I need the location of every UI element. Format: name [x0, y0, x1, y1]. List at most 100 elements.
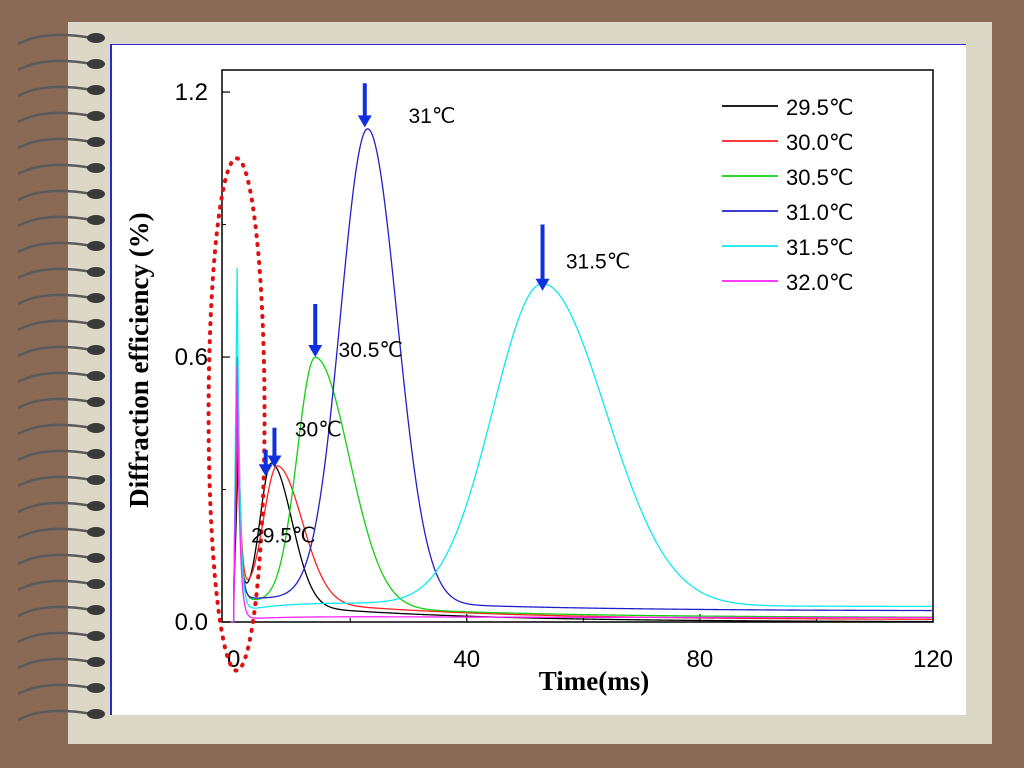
series-line [230, 399, 932, 623]
annotation-label: 31℃ [408, 105, 455, 128]
x-axis-label: Time(ms) [539, 666, 649, 696]
spiral-ring [17, 553, 93, 566]
spiral-hole [87, 111, 105, 121]
spiral-hole [87, 657, 105, 667]
spiral-ring [17, 33, 93, 46]
legend: 29.5℃ 30.0℃ 30.5℃ 31.0℃ 31.5℃ 32.0℃ [722, 95, 854, 295]
spiral-hole [87, 397, 105, 407]
legend-label: 31.0℃ [786, 200, 854, 225]
annotation-arrowhead [357, 115, 372, 128]
spiral-hole [87, 709, 105, 719]
highlight-ellipse [206, 156, 267, 673]
spiral-hole [87, 345, 105, 355]
spiral-ring [17, 709, 93, 722]
spiral-ring [17, 241, 93, 254]
spiral-hole [87, 293, 105, 303]
annotation: 31℃ [357, 83, 455, 128]
spiral-hole [87, 33, 105, 43]
spiral-ring [17, 397, 93, 410]
spiral-hole [87, 553, 105, 563]
annotation-label: 29.5℃ [251, 525, 315, 548]
spiral-ring [17, 657, 93, 670]
spiral-hole [87, 319, 105, 329]
spiral-hole [87, 449, 105, 459]
legend-item: 30.5℃ [722, 165, 854, 190]
series-line [230, 267, 932, 623]
spiral-ring [17, 137, 93, 150]
legend-label: 29.5℃ [786, 95, 854, 120]
annotation: 31.5℃ [535, 224, 630, 291]
annotation-label: 31.5℃ [566, 251, 630, 274]
spiral-hole [87, 59, 105, 69]
x-tick-label: 0 [227, 646, 240, 673]
spiral-ring [17, 683, 93, 696]
legend-item: 31.0℃ [722, 200, 854, 225]
spiral-hole [87, 215, 105, 225]
annotation: 30.5℃ [308, 304, 403, 362]
spiral-hole [87, 475, 105, 485]
annotation: 29.5℃ [251, 449, 316, 548]
spiral-ring [17, 423, 93, 436]
spiral-ring [17, 449, 93, 462]
legend-label: 30.5℃ [786, 165, 854, 190]
legend-label: 32.0℃ [786, 270, 854, 295]
spiral-ring [17, 501, 93, 514]
spiral-hole [87, 423, 105, 433]
legend-item: 29.5℃ [722, 95, 854, 120]
annotation-arrowhead [308, 345, 323, 358]
plot-area [221, 69, 934, 623]
spiral-hole [87, 163, 105, 173]
legend-item: 31.5℃ [722, 235, 854, 260]
spiral-ring [17, 371, 93, 384]
spiral-hole [87, 241, 105, 251]
spiral-ring [17, 579, 93, 592]
spiral-hole [87, 605, 105, 615]
spiral-ring [17, 215, 93, 228]
x-tick-label: 120 [913, 646, 953, 673]
series-line [230, 452, 932, 623]
series-line [230, 365, 932, 623]
spiral-hole [87, 267, 105, 277]
spiral-ring [17, 267, 93, 280]
spiral-ring [17, 527, 93, 540]
spiral-ring [17, 85, 93, 98]
spiral-ring [17, 345, 93, 358]
spiral-hole [87, 137, 105, 147]
legend-item: 32.0℃ [722, 270, 854, 295]
spiral-ring [17, 293, 93, 306]
annotation-label: 30.5℃ [339, 339, 403, 362]
spiral-ring [17, 319, 93, 332]
spiral-ring [17, 59, 93, 72]
y-tick-label: 0.0 [175, 609, 208, 636]
annotation-arrowhead [258, 464, 273, 477]
spiral-ring [17, 189, 93, 202]
annotation: 30℃ [267, 419, 342, 468]
spiral-ring [17, 111, 93, 124]
legend-item: 30.0℃ [722, 130, 854, 155]
spiral-hole [87, 631, 105, 641]
legend-label: 30.0℃ [786, 130, 854, 155]
spiral-hole [87, 371, 105, 381]
y-tick-label: 0.6 [175, 344, 208, 371]
y-axis-label: Diffraction efficiency (%) [124, 212, 154, 507]
annotation-arrowhead [535, 278, 550, 291]
series-line [230, 128, 932, 623]
x-tick-label: 80 [687, 646, 714, 673]
legend-label: 31.5℃ [786, 235, 854, 260]
spiral-hole [87, 85, 105, 95]
y-tick-label: 1.2 [175, 79, 208, 106]
slide-page [110, 44, 966, 715]
spiral-hole [87, 683, 105, 693]
spiral-ring [17, 605, 93, 618]
x-tick-label: 40 [453, 646, 480, 673]
spiral-hole [87, 501, 105, 511]
spiral-hole [87, 527, 105, 537]
spiral-hole [87, 579, 105, 589]
spiral-hole [87, 189, 105, 199]
spiral-ring [17, 163, 93, 176]
annotation-label: 30℃ [295, 419, 342, 442]
series-line [230, 356, 932, 623]
spiral-ring [17, 475, 93, 488]
